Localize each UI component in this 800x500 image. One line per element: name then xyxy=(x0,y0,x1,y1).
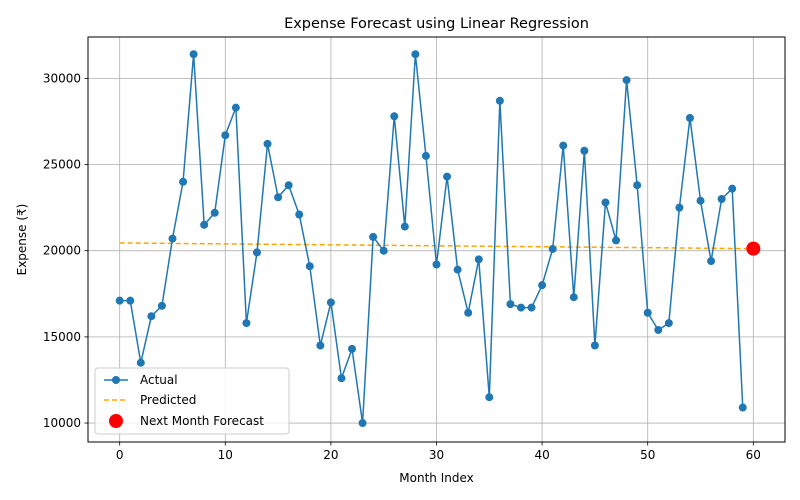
actual-point xyxy=(136,358,145,367)
legend-forecast-label: Next Month Forecast xyxy=(140,414,264,428)
actual-point xyxy=(622,76,631,85)
actual-point xyxy=(358,419,367,428)
actual-point xyxy=(252,248,261,257)
actual-point xyxy=(379,246,388,255)
x-tick-label: 30 xyxy=(429,448,444,462)
actual-point xyxy=(168,234,177,243)
actual-point xyxy=(326,298,335,307)
actual-point xyxy=(664,319,673,328)
actual-point xyxy=(210,208,219,217)
x-tick-label: 50 xyxy=(640,448,655,462)
actual-point xyxy=(612,236,621,245)
actual-point xyxy=(633,181,642,190)
actual-point xyxy=(390,112,399,121)
actual-point xyxy=(221,131,230,140)
actual-point xyxy=(654,325,663,334)
actual-series xyxy=(115,50,747,428)
actual-point xyxy=(369,232,378,241)
actual-point xyxy=(569,293,578,302)
actual-point xyxy=(590,341,599,350)
legend: Actual Predicted Next Month Forecast xyxy=(94,367,290,435)
actual-point xyxy=(474,255,483,264)
forecast-series xyxy=(746,241,761,256)
actual-line xyxy=(119,53,744,424)
legend-actual-label: Actual xyxy=(140,373,178,387)
actual-point xyxy=(421,151,430,160)
actual-point xyxy=(516,303,525,312)
actual-point xyxy=(316,341,325,350)
x-tick-label: 10 xyxy=(218,448,233,462)
actual-point xyxy=(231,103,240,112)
axis-ticks: 0 10 20 30 40 50 60 10000 15000 20000 25000 30000 xyxy=(43,71,761,462)
actual-point xyxy=(432,260,441,269)
legend-forecast-marker xyxy=(109,414,123,428)
actual-point xyxy=(337,374,346,383)
actual-point xyxy=(675,203,684,212)
actual-point xyxy=(643,308,652,317)
actual-point xyxy=(527,303,536,312)
actual-point xyxy=(580,146,589,155)
actual-point xyxy=(717,195,726,203)
actual-point xyxy=(443,172,452,181)
actual-point xyxy=(157,301,166,310)
actual-point xyxy=(601,198,610,207)
legend-box xyxy=(94,367,290,435)
actual-point xyxy=(738,403,747,412)
predicted-line xyxy=(119,242,754,250)
actual-point xyxy=(242,319,251,328)
actual-point xyxy=(400,222,409,231)
predicted-series xyxy=(119,242,754,250)
actual-point xyxy=(538,281,547,290)
actual-point xyxy=(548,244,557,253)
y-tick-label: 25000 xyxy=(43,158,81,172)
actual-point xyxy=(485,393,494,402)
actual-point xyxy=(200,220,209,229)
y-tick-label: 20000 xyxy=(43,244,81,258)
actual-point xyxy=(728,184,737,193)
x-tick-label: 20 xyxy=(323,448,338,462)
x-tick-label: 40 xyxy=(534,448,549,462)
actual-point xyxy=(559,141,568,150)
actual-point xyxy=(696,196,705,205)
y-tick-label: 10000 xyxy=(43,416,81,430)
actual-point xyxy=(115,296,124,305)
actual-point xyxy=(495,96,504,105)
forecast-point xyxy=(746,241,761,256)
actual-point xyxy=(707,257,716,266)
y-tick-label: 15000 xyxy=(43,330,81,344)
actual-point xyxy=(147,312,156,321)
actual-point xyxy=(685,114,694,122)
legend-predicted-label: Predicted xyxy=(140,393,196,407)
actual-point xyxy=(295,210,304,219)
chart-title: Expense Forecast using Linear Regression xyxy=(284,16,589,32)
actual-point xyxy=(453,265,462,274)
y-tick-label: 30000 xyxy=(43,71,81,85)
x-tick-label: 0 xyxy=(116,448,124,462)
actual-point xyxy=(263,139,272,148)
actual-point xyxy=(305,262,314,271)
legend-actual-marker xyxy=(112,376,120,384)
actual-point xyxy=(189,50,198,59)
actual-point xyxy=(348,344,357,353)
x-tick-label: 60 xyxy=(746,448,761,462)
actual-point xyxy=(126,296,135,305)
actual-point xyxy=(506,300,515,309)
actual-point xyxy=(274,193,283,202)
actual-point xyxy=(464,308,473,317)
actual-point xyxy=(284,181,293,190)
x-axis-label: Month Index xyxy=(399,471,473,485)
actual-point xyxy=(179,177,188,186)
actual-point xyxy=(411,50,420,59)
y-axis-label: Expense (₹) xyxy=(15,204,29,276)
